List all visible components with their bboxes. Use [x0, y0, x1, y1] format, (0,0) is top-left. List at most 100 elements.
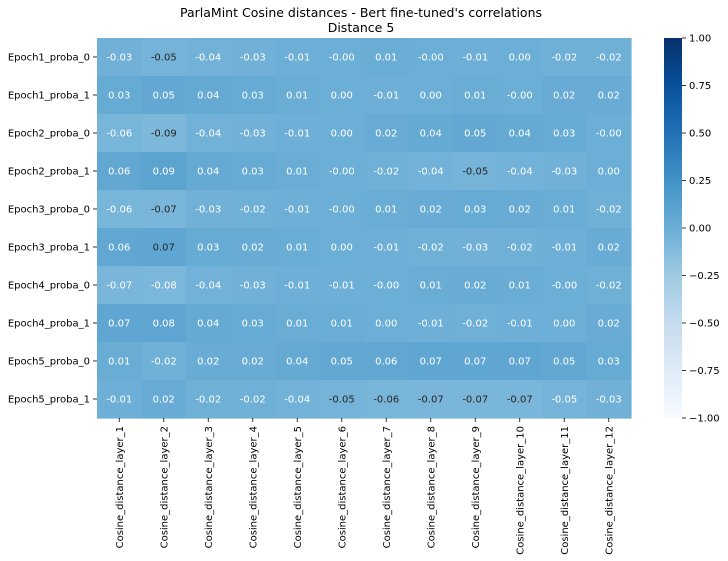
column-tick-label: Cosine_distance_layer_3 — [204, 426, 215, 548]
heatmap-cell — [408, 190, 454, 229]
heatmap-cell — [364, 228, 410, 267]
heatmap-cell — [319, 342, 365, 381]
heatmap-cell — [408, 152, 454, 191]
cell-value-label: 0.02 — [598, 91, 620, 102]
cell-value-label: -0.02 — [462, 319, 488, 330]
colorbar-ticks: 1.00 0.75 0.50 0.25 0.00 −0.25 −0.50 −0.75 −1.00 — [682, 34, 720, 425]
heatmap-cell — [453, 190, 499, 229]
cell-value-label: 0.04 — [509, 129, 531, 140]
cell-value-label: 0.01 — [420, 281, 442, 292]
cell-value-label: -0.07 — [106, 281, 132, 292]
row-tick-label: Epoch1_proba_0 — [8, 53, 90, 64]
cell-value-label: 0.00 — [420, 91, 442, 102]
heatmap-cell — [586, 342, 632, 381]
cell-value-label: -0.02 — [240, 395, 266, 406]
heatmap-cell — [230, 190, 276, 229]
cell-value-label: -0.02 — [551, 53, 577, 64]
cell-value-label: 0.01 — [375, 205, 397, 216]
heatmap-cell — [186, 228, 232, 267]
cell-value-label: 0.06 — [108, 167, 130, 178]
cell-value-label: 0.02 — [242, 243, 264, 254]
heatmap-cell — [408, 342, 454, 381]
cell-value-label: 0.04 — [197, 91, 219, 102]
heatmap-cell — [186, 304, 232, 343]
cell-value-label: 0.05 — [331, 357, 353, 368]
heatmap-cell — [97, 190, 143, 229]
heatmap-cell — [364, 380, 410, 419]
column-tick-label: Cosine_distance_layer_8 — [426, 426, 437, 548]
cell-value-label: 0.02 — [598, 243, 620, 254]
heatmap-cell — [186, 342, 232, 381]
cell-value-label: -0.05 — [329, 395, 355, 406]
cell-value-label: 0.07 — [464, 357, 486, 368]
cell-value-label: -0.06 — [106, 205, 132, 216]
heatmap-cell — [186, 114, 232, 153]
cell-value-label: -0.01 — [284, 129, 310, 140]
cell-value-label: -0.01 — [462, 53, 488, 64]
colorbar-tick-label: −0.25 — [689, 271, 720, 282]
heatmap-cell — [586, 114, 632, 153]
row-tick-label: Epoch4_proba_0 — [8, 281, 90, 292]
cell-value-label: 0.00 — [331, 91, 353, 102]
cell-value-label: -0.01 — [373, 243, 399, 254]
heatmap-cell — [497, 190, 543, 229]
cell-value-label: 0.01 — [286, 167, 308, 178]
heatmap-cell — [230, 76, 276, 115]
row-tick-label: Epoch4_proba_1 — [8, 319, 90, 330]
heatmap-cell — [141, 266, 187, 305]
heatmap-cell — [453, 38, 499, 77]
cell-value-label: 0.08 — [153, 319, 175, 330]
row-tick-label: Epoch2_proba_0 — [8, 129, 90, 140]
cell-value-label: -0.01 — [284, 281, 310, 292]
cell-value-label: -0.02 — [151, 357, 177, 368]
cell-value-label: -0.07 — [151, 205, 177, 216]
cell-value-label: -0.04 — [195, 53, 221, 64]
cell-value-label: 0.09 — [153, 167, 175, 178]
heatmap-cell — [319, 152, 365, 191]
heatmap-cell — [230, 152, 276, 191]
colorbar-tick-label: 0.50 — [689, 129, 711, 140]
heatmap-cell — [230, 342, 276, 381]
colorbar-tick-label: 1.00 — [689, 34, 711, 45]
cell-value-label: -0.00 — [507, 91, 533, 102]
heatmap-cell — [542, 342, 588, 381]
cell-value-label: 0.06 — [108, 243, 130, 254]
heatmap-cell — [319, 190, 365, 229]
cell-value-label: -0.03 — [106, 53, 132, 64]
heatmap-cell — [186, 152, 232, 191]
column-tick-labels: Cosine_distance_layer_1 Cosine_distance_l… — [115, 418, 615, 555]
cell-value-label: 0.00 — [553, 319, 575, 330]
cell-value-label: -0.03 — [240, 53, 266, 64]
heatmap-cell — [586, 38, 632, 77]
cell-value-label: -0.03 — [240, 281, 266, 292]
cell-value-label: -0.02 — [596, 205, 622, 216]
colorbar-tick-label: −0.50 — [689, 319, 720, 330]
heatmap-cell — [542, 380, 588, 419]
cell-value-label: -0.01 — [507, 319, 533, 330]
heatmap-cell — [230, 380, 276, 419]
heatmap-cell — [141, 152, 187, 191]
chart-title: ParlaMint Cosine distances - Bert fine-t… — [180, 5, 542, 20]
cell-value-label: 0.07 — [420, 357, 442, 368]
cell-value-label: 0.05 — [464, 129, 486, 140]
cell-value-label: 0.07 — [108, 319, 130, 330]
heatmap-cells — [97, 38, 632, 419]
heatmap-cell — [586, 228, 632, 267]
heatmap-cell — [141, 114, 187, 153]
heatmap-cell — [186, 380, 232, 419]
colorbar-tick-label: 0.25 — [689, 176, 711, 187]
heatmap-cell — [97, 304, 143, 343]
heatmap-cell — [453, 152, 499, 191]
column-tick-label: Cosine_distance_layer_12 — [604, 426, 615, 555]
cell-value-label: 0.05 — [153, 91, 175, 102]
cell-value-label: 0.02 — [553, 91, 575, 102]
heatmap-cell — [586, 380, 632, 419]
heatmap-cell — [408, 380, 454, 419]
column-tick-label: Cosine_distance_layer_11 — [560, 426, 571, 555]
heatmap-cell — [542, 228, 588, 267]
heatmap-cell — [586, 266, 632, 305]
heatmap-cell — [497, 114, 543, 153]
cell-value-label: 0.02 — [464, 281, 486, 292]
heatmap-cell — [97, 266, 143, 305]
cell-value-label: -0.02 — [596, 53, 622, 64]
